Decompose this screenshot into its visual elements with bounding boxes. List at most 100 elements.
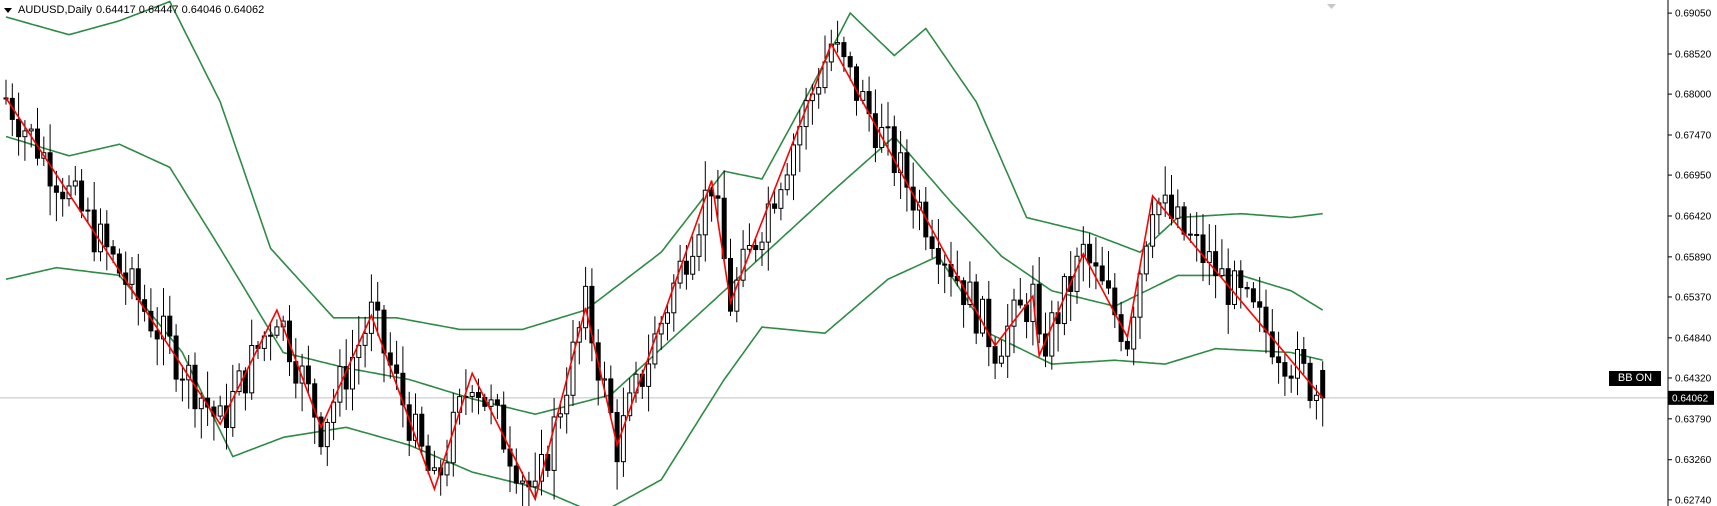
ohlc-values: 0.64417 0.64447 0.64046 0.64062 <box>95 4 265 16</box>
candle <box>1036 257 1042 344</box>
candle <box>501 391 507 453</box>
candle <box>198 392 204 439</box>
candle <box>1074 247 1080 304</box>
current-price-tag <box>1668 390 1714 405</box>
candle <box>1282 353 1288 396</box>
candle <box>72 165 78 196</box>
candle <box>1106 250 1111 295</box>
candle <box>1320 361 1326 427</box>
candle <box>230 364 236 437</box>
candle <box>879 103 885 153</box>
candle <box>1150 195 1156 259</box>
candles-layer <box>3 20 1326 506</box>
candle <box>772 191 778 214</box>
candle <box>980 295 985 337</box>
candle <box>696 223 702 272</box>
candle <box>1250 282 1256 309</box>
candle <box>828 29 834 72</box>
candle <box>539 429 544 496</box>
candle <box>299 353 305 412</box>
bollinger-middle-band <box>5 135 1324 416</box>
candle <box>98 208 103 262</box>
price-axis-label: 0.63260 <box>1675 455 1712 466</box>
candle <box>891 115 897 187</box>
candle <box>1295 331 1300 396</box>
candle <box>740 230 746 288</box>
candle <box>431 450 437 475</box>
candle <box>948 241 954 297</box>
price-axis-label: 0.66950 <box>1675 171 1712 182</box>
shift-marker-icon[interactable] <box>1327 4 1336 9</box>
candle <box>444 439 450 487</box>
price-axis: 0.69050 0.68520 0.68000 0.67470 0.66950 0.664… <box>1327 0 1714 506</box>
candle <box>759 232 765 267</box>
price-axis-label: 0.62740 <box>1675 495 1712 506</box>
candle <box>835 20 841 53</box>
candle <box>406 391 412 457</box>
symbol-menu-icon[interactable] <box>4 7 12 13</box>
candle <box>16 92 22 156</box>
candle <box>356 316 362 385</box>
candle <box>1061 273 1067 336</box>
candle <box>167 295 173 355</box>
candle <box>1269 309 1275 365</box>
candle <box>192 352 198 428</box>
chart-header: AUDUSD,Daily 0.64417 0.64447 0.64046 0.6… <box>2 3 264 17</box>
candle <box>1087 233 1093 288</box>
candle <box>1093 237 1099 290</box>
candle <box>1213 224 1219 299</box>
candle <box>1187 213 1193 243</box>
candle <box>293 338 299 399</box>
candle <box>671 274 677 332</box>
candle <box>1162 166 1168 217</box>
candle <box>387 332 393 379</box>
candle <box>129 256 135 300</box>
candle <box>368 274 374 352</box>
candle <box>400 346 406 428</box>
zigzag-layer <box>5 42 1324 502</box>
bb-indicator-badge[interactable]: BB ON <box>1609 371 1661 386</box>
candle <box>1175 189 1181 229</box>
candle <box>469 385 475 413</box>
price-axis-label: 0.66420 <box>1675 211 1712 222</box>
candle <box>1194 212 1200 262</box>
candle <box>570 319 576 406</box>
candle <box>154 307 160 366</box>
candle <box>935 219 941 285</box>
candle <box>1017 277 1023 309</box>
candle <box>532 452 538 501</box>
candle <box>803 87 809 150</box>
price-axis-label: 0.63790 <box>1675 414 1712 425</box>
candle <box>142 284 148 322</box>
candle <box>79 169 85 219</box>
candle <box>274 319 280 339</box>
candle <box>784 162 790 196</box>
candle <box>1288 364 1294 393</box>
candle <box>1049 300 1055 370</box>
candle <box>778 182 784 221</box>
candle <box>734 267 740 323</box>
candle <box>205 371 211 427</box>
candle <box>217 395 223 420</box>
candle <box>41 136 47 167</box>
candle <box>652 316 658 369</box>
candle <box>797 109 803 173</box>
candle <box>583 266 589 340</box>
candle <box>104 210 110 271</box>
price-axis-label: 0.65370 <box>1675 292 1712 303</box>
candle <box>110 239 116 264</box>
candle <box>1112 273 1118 328</box>
price-axis-label: 0.64320 <box>1675 373 1712 384</box>
candle <box>998 339 1004 368</box>
candle <box>589 268 595 362</box>
candle <box>1200 214 1206 282</box>
candle <box>929 219 935 259</box>
candle <box>715 169 721 222</box>
candle <box>1131 306 1137 366</box>
candle <box>85 197 91 224</box>
candle <box>1301 336 1307 375</box>
price-axis-label: 0.68000 <box>1675 90 1712 101</box>
candle <box>513 448 519 494</box>
